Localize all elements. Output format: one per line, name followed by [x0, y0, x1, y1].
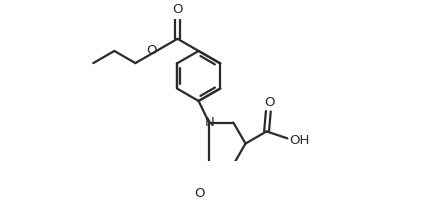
Text: O: O: [147, 44, 157, 57]
Text: O: O: [194, 186, 205, 199]
Text: O: O: [264, 96, 274, 109]
Text: N: N: [205, 116, 215, 129]
Text: OH: OH: [289, 133, 309, 146]
Text: O: O: [172, 3, 183, 16]
